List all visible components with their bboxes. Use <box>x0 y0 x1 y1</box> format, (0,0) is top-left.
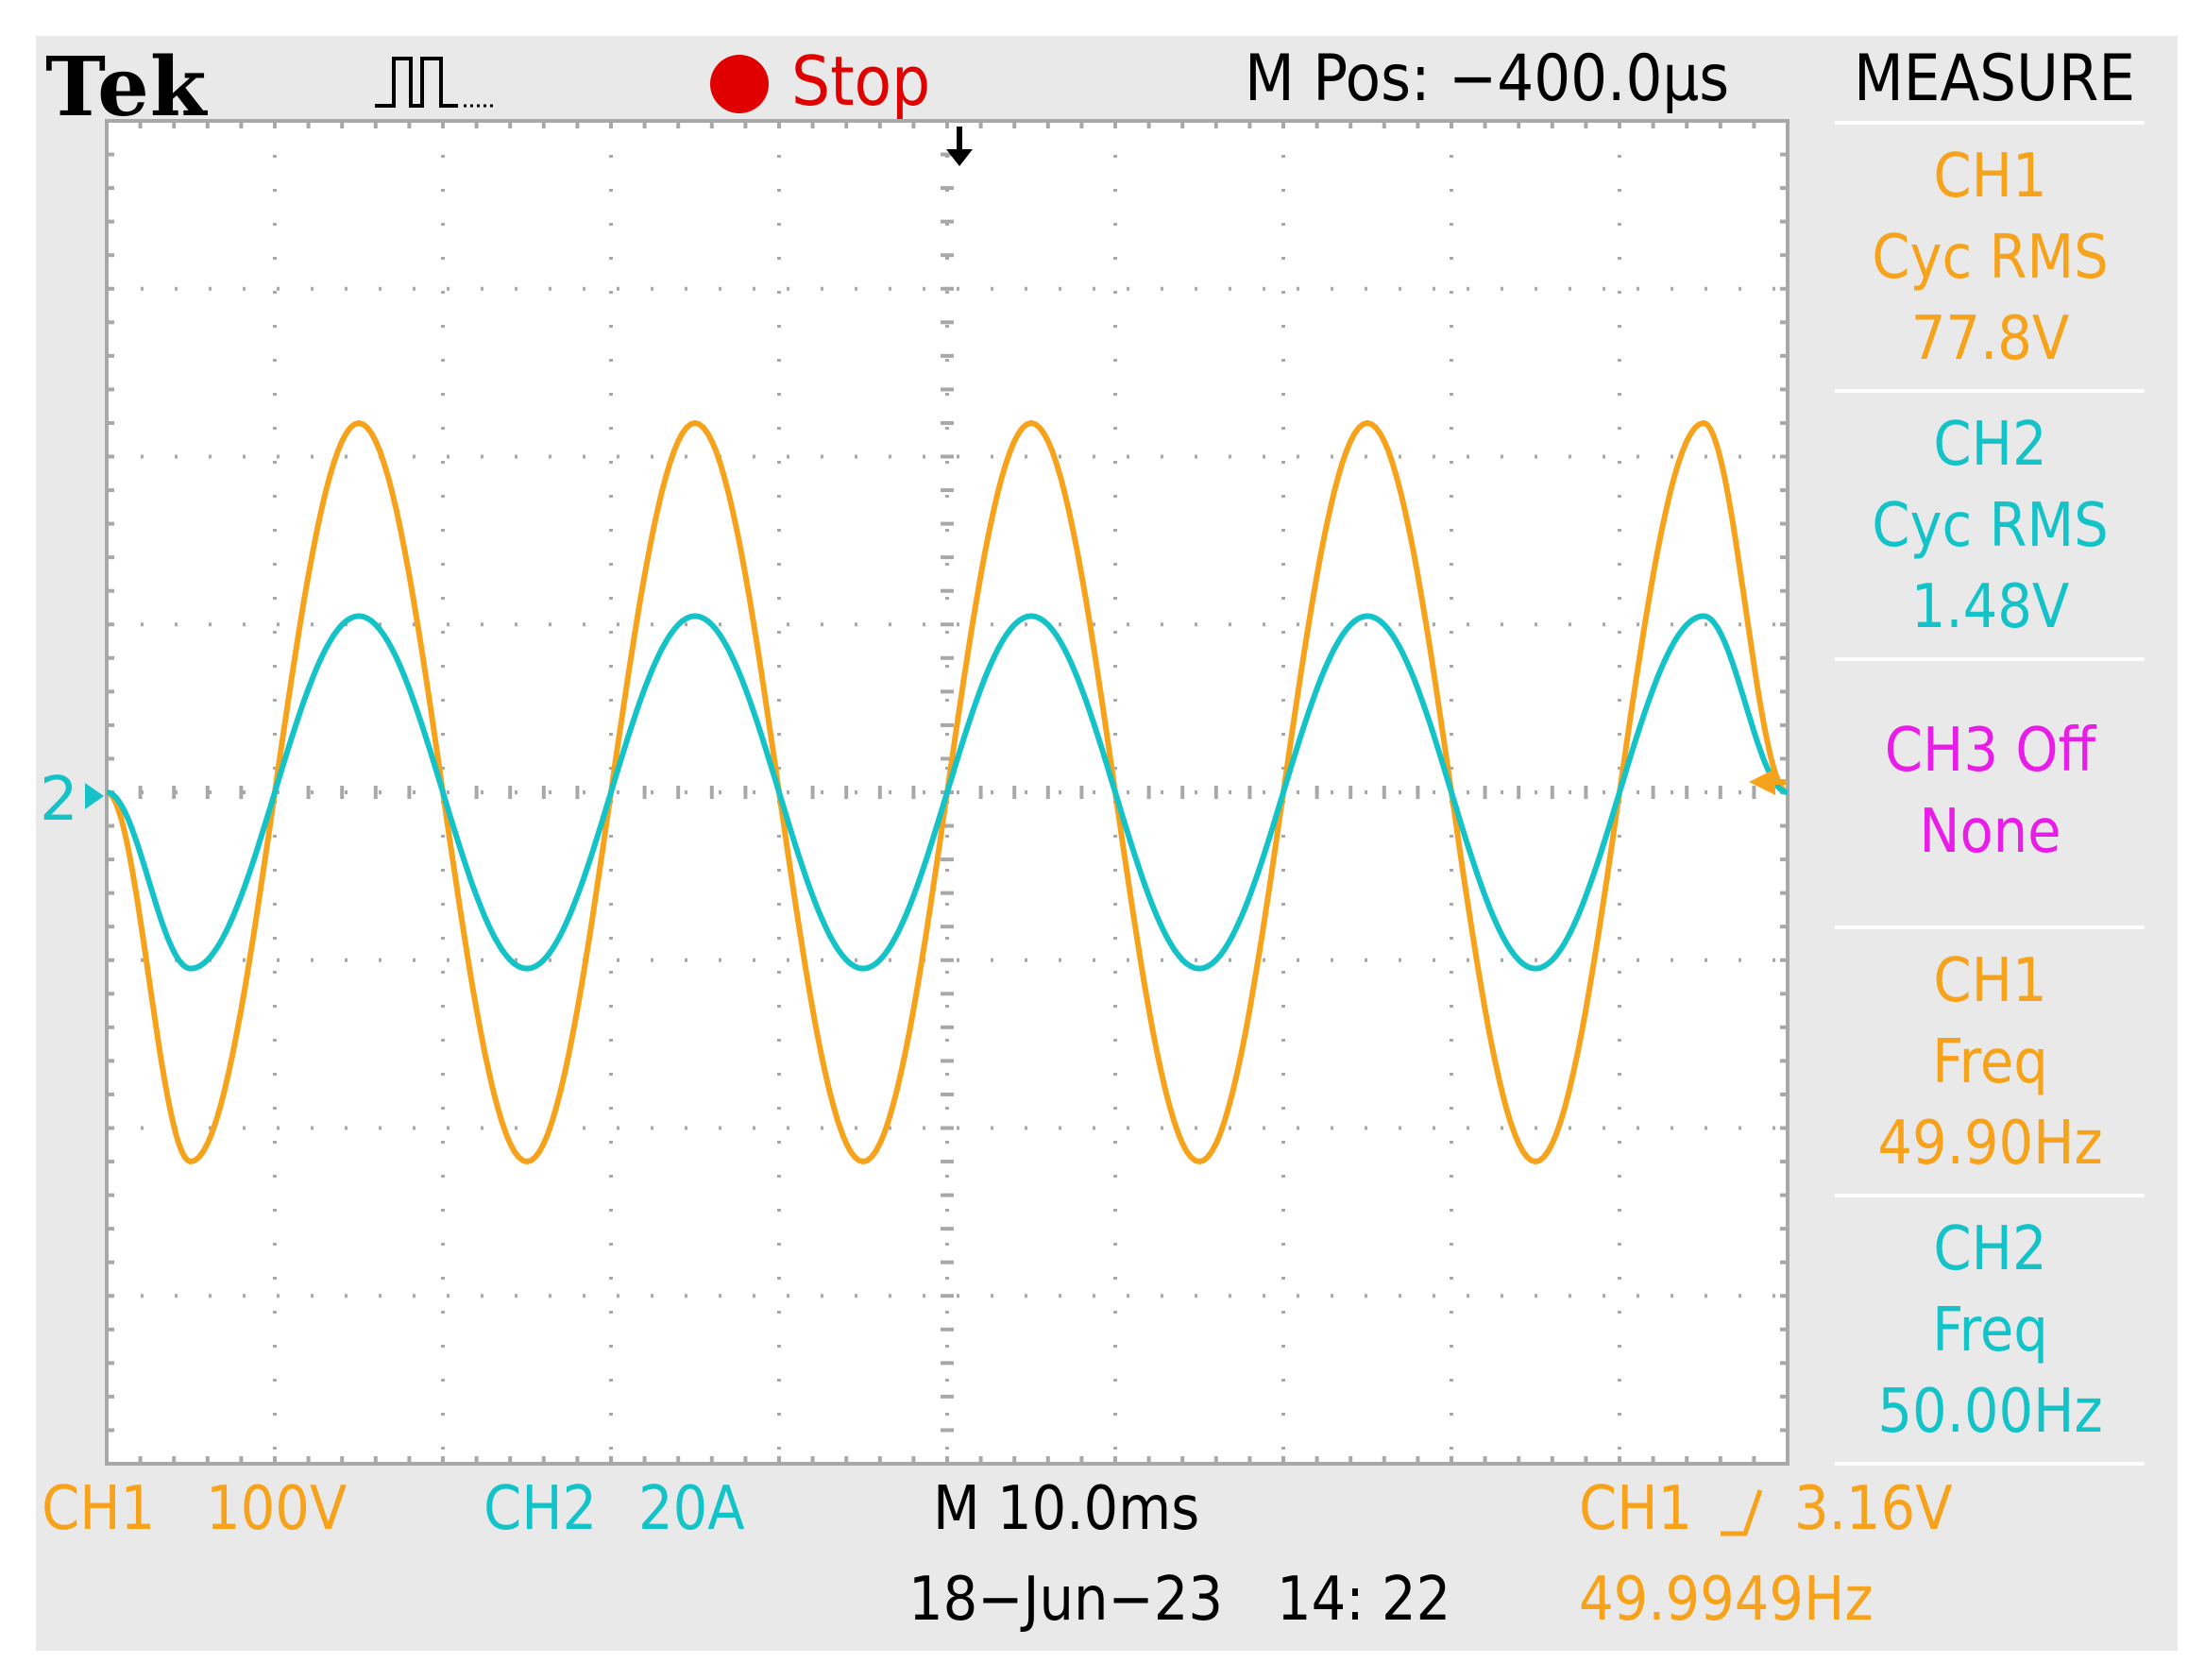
measure-type: Freq <box>1932 1027 2048 1097</box>
run-state[interactable]: Stop <box>791 42 931 121</box>
rising-edge-icon <box>1721 1489 1763 1536</box>
trigger-frequency: 49.9949Hz <box>1579 1565 1874 1635</box>
measure-value: 50.00Hz <box>1877 1377 2103 1447</box>
horizontal-position-readout: M Pos: −400.0µs <box>1245 42 1730 116</box>
ch2-scale: 20A <box>638 1474 745 1544</box>
stop-dot-icon <box>710 55 769 113</box>
measure-value: 1.48V <box>1910 572 2070 642</box>
measure-value: 77.8V <box>1910 304 2070 374</box>
trigger-level-icon <box>1749 769 1775 795</box>
ch1-scale: 100V <box>206 1474 348 1544</box>
trigger-level: 3.16V <box>1794 1474 1953 1544</box>
ch2-ground-marker-icon <box>85 783 104 809</box>
measure-source: CH2 <box>1933 1214 2047 1284</box>
measure-type: None <box>1919 797 2061 867</box>
measure-source: CH2 <box>1933 410 2047 480</box>
menu-separator <box>1835 121 2145 125</box>
trigger-position-icon <box>946 149 973 166</box>
measure-value: 49.90Hz <box>1877 1109 2103 1179</box>
menu-separator <box>1835 1462 2145 1466</box>
measure-source: CH1 <box>1933 142 2047 212</box>
ch2-ground-label: 2 <box>40 765 78 835</box>
menu-separator <box>1835 925 2145 929</box>
menu-separator <box>1835 389 2145 393</box>
ch2-label: CH2 <box>483 1474 598 1544</box>
measure-source: CH1 <box>1933 946 2047 1016</box>
measure-source: CH3 Off <box>1884 716 2096 786</box>
measure-item-ch2-freq[interactable]: CH2 Freq 50.00Hz <box>1837 1209 2144 1452</box>
trace-ch2 <box>106 613 1789 972</box>
measure-item-ch1-rms[interactable]: CH1 Cyc RMS 77.8V <box>1837 136 2144 380</box>
pulse-waveform-icon <box>375 57 496 108</box>
date-readout: 18−Jun−23 <box>908 1565 1223 1635</box>
measure-item-ch2-rms[interactable]: CH2 Cyc RMS 1.48V <box>1837 404 2144 648</box>
time-readout: 14: 22 <box>1277 1565 1451 1635</box>
measure-type: Freq <box>1932 1296 2048 1366</box>
brand-logo: Tek <box>45 40 208 135</box>
menu-separator <box>1835 657 2145 661</box>
menu-title[interactable]: MEASURE <box>1854 42 2136 116</box>
measure-item-ch1-freq[interactable]: CH1 Freq 49.90Hz <box>1837 941 2144 1184</box>
measure-item-ch3-off[interactable]: CH3 Off None <box>1837 710 2144 873</box>
waveform-traces <box>106 419 1789 1164</box>
menu-separator <box>1835 1194 2145 1197</box>
trigger-source: CH1 <box>1579 1474 1693 1544</box>
measure-type: Cyc RMS <box>1872 223 2109 293</box>
timebase-readout: M 10.0ms <box>933 1474 1200 1544</box>
measure-type: Cyc RMS <box>1872 491 2109 561</box>
ch1-label: CH1 <box>42 1474 156 1544</box>
